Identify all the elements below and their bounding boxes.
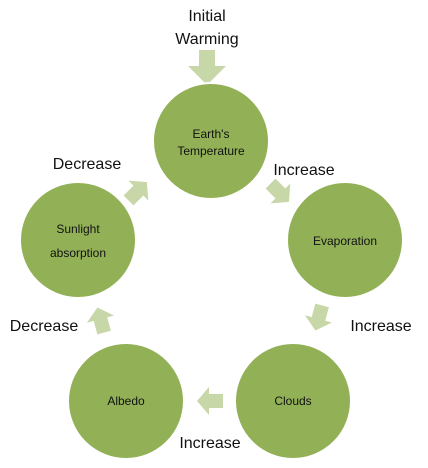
- node-sunlight-absorption-label-line1: Sunlight: [56, 222, 100, 236]
- node-clouds-circle: [234, 342, 352, 460]
- arrow-albedo-to-sunlight: [86, 307, 115, 335]
- node-clouds-label: Clouds: [274, 394, 311, 408]
- node-sunlight-absorption-label-line2: absorption: [50, 246, 106, 260]
- initial-warming-label-line2: Warming: [175, 31, 238, 48]
- node-sunlight-absorption-circle: [19, 181, 137, 299]
- arrow-temperature-to-evaporation: [265, 178, 291, 204]
- initial-warming-arrow: [188, 50, 226, 85]
- edge-label-albedo-to-sunlight: Decrease: [10, 318, 79, 335]
- arrow-evaporation-to-clouds: [304, 303, 333, 331]
- initial-warming-label-line1: Initial: [188, 8, 225, 25]
- node-evaporation-label: Evaporation: [313, 234, 377, 248]
- node-earths-temperature-circle: [152, 82, 270, 200]
- edge-label-evaporation-to-clouds: Increase: [350, 318, 411, 335]
- node-earths-temperature-label-line2: Temperature: [177, 144, 245, 158]
- arrow-clouds-to-albedo: [197, 387, 223, 415]
- node-albedo-label: Albedo: [107, 394, 145, 408]
- node-evaporation-circle: [286, 181, 404, 299]
- edge-label-sunlight-to-temperature: Decrease: [53, 156, 122, 173]
- arrow-sunlight-to-temperature: [123, 180, 149, 206]
- node-earths-temperature-label-line1: Earth's: [193, 127, 230, 141]
- edge-label-temperature-to-evaporation: Increase: [273, 162, 334, 179]
- edge-label-clouds-to-albedo: Increase: [179, 435, 240, 452]
- node-albedo-circle: [67, 342, 185, 460]
